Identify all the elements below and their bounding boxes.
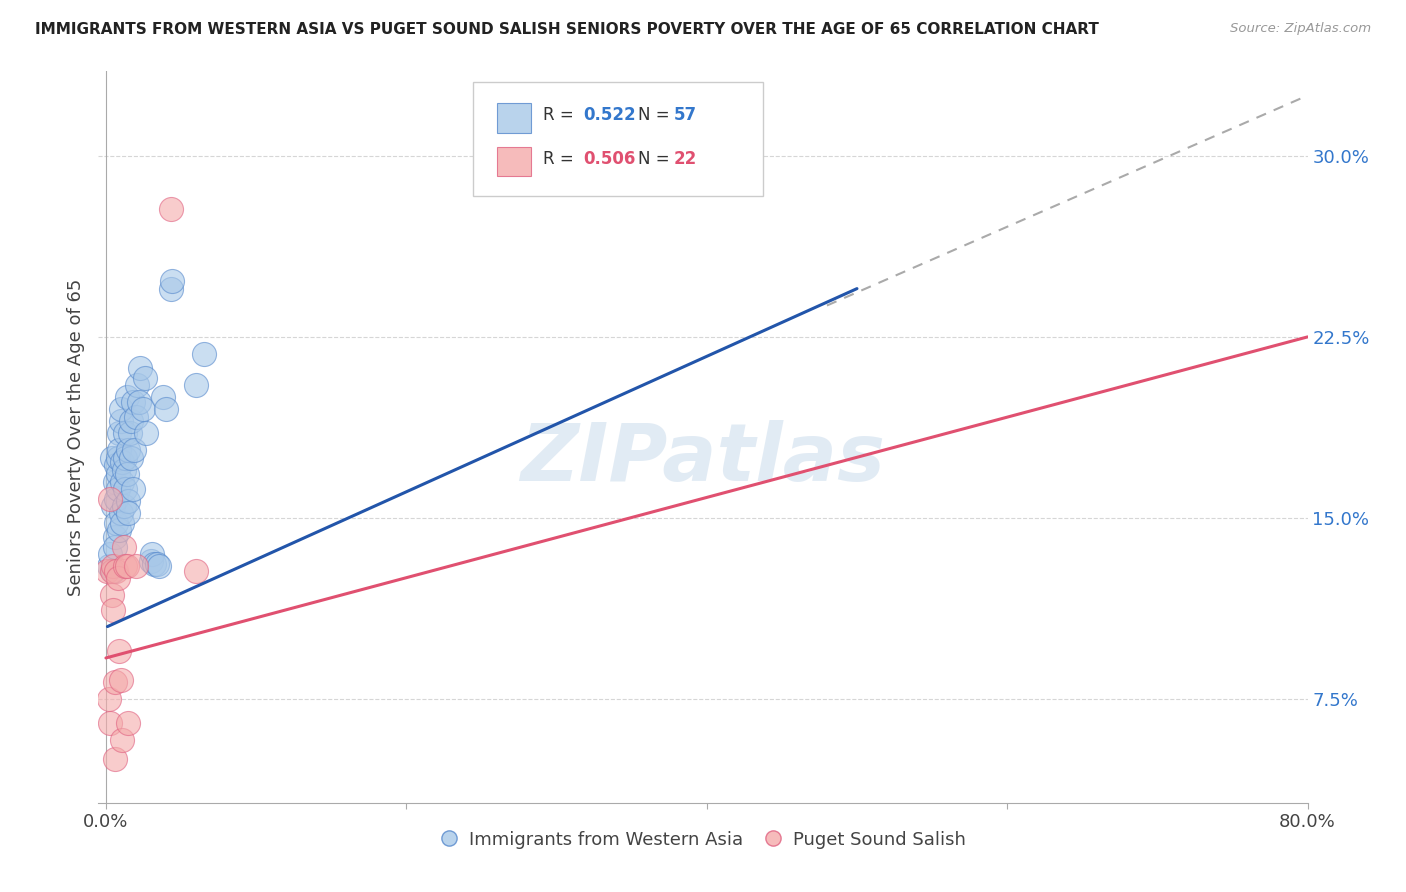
Point bbox=[105, 564, 128, 578]
Legend: Immigrants from Western Asia, Puget Sound Salish: Immigrants from Western Asia, Puget Soun… bbox=[433, 823, 973, 856]
Point bbox=[148, 559, 170, 574]
Point bbox=[118, 426, 141, 441]
Point bbox=[160, 274, 183, 288]
Point bbox=[159, 282, 181, 296]
FancyBboxPatch shape bbox=[474, 82, 763, 195]
Point bbox=[117, 494, 139, 508]
Point bbox=[97, 692, 120, 706]
Point bbox=[129, 361, 152, 376]
Point bbox=[122, 482, 145, 496]
Point bbox=[107, 450, 129, 465]
Point bbox=[114, 482, 136, 496]
Point bbox=[141, 547, 163, 561]
Point bbox=[105, 458, 128, 472]
Point bbox=[104, 752, 127, 766]
Text: 57: 57 bbox=[673, 106, 697, 125]
Point bbox=[103, 499, 125, 513]
Point bbox=[135, 426, 157, 441]
Point bbox=[111, 733, 134, 747]
Point bbox=[108, 644, 131, 658]
Text: 0.506: 0.506 bbox=[583, 150, 636, 168]
Point bbox=[112, 463, 135, 477]
Point bbox=[110, 402, 132, 417]
Point bbox=[146, 557, 169, 571]
Point bbox=[97, 559, 120, 574]
Point bbox=[100, 547, 122, 561]
Point bbox=[121, 450, 143, 465]
Point bbox=[127, 378, 149, 392]
Point bbox=[110, 673, 132, 687]
Point bbox=[103, 559, 125, 574]
Point bbox=[125, 409, 148, 424]
Point bbox=[143, 557, 166, 571]
Point bbox=[184, 564, 207, 578]
Point bbox=[115, 390, 138, 404]
Text: N =: N = bbox=[638, 106, 675, 125]
Point bbox=[103, 602, 125, 616]
Point bbox=[152, 390, 174, 404]
Point bbox=[105, 491, 128, 506]
Point bbox=[101, 588, 124, 602]
Y-axis label: Seniors Poverty Over the Age of 65: Seniors Poverty Over the Age of 65 bbox=[66, 278, 84, 596]
Point bbox=[108, 443, 131, 458]
Point bbox=[101, 564, 124, 578]
Point bbox=[112, 499, 135, 513]
Point bbox=[124, 443, 146, 458]
Text: ZIPatlas: ZIPatlas bbox=[520, 420, 886, 498]
Point bbox=[117, 506, 139, 520]
Point bbox=[108, 523, 131, 537]
Point bbox=[107, 571, 129, 585]
Point bbox=[96, 564, 118, 578]
FancyBboxPatch shape bbox=[498, 103, 531, 133]
Point bbox=[155, 402, 177, 417]
Point bbox=[111, 516, 134, 530]
Point bbox=[111, 455, 134, 469]
Point bbox=[193, 347, 215, 361]
Text: Source: ZipAtlas.com: Source: ZipAtlas.com bbox=[1230, 22, 1371, 36]
Point bbox=[114, 426, 136, 441]
Point bbox=[125, 559, 148, 574]
Point bbox=[128, 395, 150, 409]
Point bbox=[104, 530, 127, 544]
Point bbox=[122, 395, 145, 409]
Point bbox=[108, 426, 131, 441]
Point bbox=[117, 443, 139, 458]
Text: 22: 22 bbox=[673, 150, 697, 168]
Point bbox=[104, 475, 127, 489]
Point bbox=[105, 516, 128, 530]
Point bbox=[110, 506, 132, 520]
Text: R =: R = bbox=[543, 150, 579, 168]
Point bbox=[159, 202, 181, 216]
Text: R =: R = bbox=[543, 106, 579, 125]
Point bbox=[115, 559, 138, 574]
Point bbox=[139, 554, 162, 568]
Point bbox=[100, 716, 122, 731]
Point bbox=[104, 675, 127, 690]
Point bbox=[107, 482, 129, 496]
Point bbox=[110, 414, 132, 428]
Point bbox=[112, 540, 135, 554]
Text: IMMIGRANTS FROM WESTERN ASIA VS PUGET SOUND SALISH SENIORS POVERTY OVER THE AGE : IMMIGRANTS FROM WESTERN ASIA VS PUGET SO… bbox=[35, 22, 1099, 37]
Point bbox=[103, 564, 125, 578]
Point bbox=[101, 450, 124, 465]
FancyBboxPatch shape bbox=[498, 146, 531, 177]
Point bbox=[107, 467, 129, 482]
Point bbox=[104, 540, 127, 554]
Point bbox=[114, 450, 136, 465]
Text: 0.522: 0.522 bbox=[583, 106, 636, 125]
Point bbox=[114, 559, 136, 574]
Point bbox=[134, 371, 156, 385]
Point bbox=[115, 467, 138, 482]
Point bbox=[184, 378, 207, 392]
Point bbox=[100, 491, 122, 506]
Text: N =: N = bbox=[638, 150, 675, 168]
Point bbox=[111, 475, 134, 489]
Point bbox=[132, 402, 155, 417]
Point bbox=[117, 716, 139, 731]
Point bbox=[121, 414, 143, 428]
